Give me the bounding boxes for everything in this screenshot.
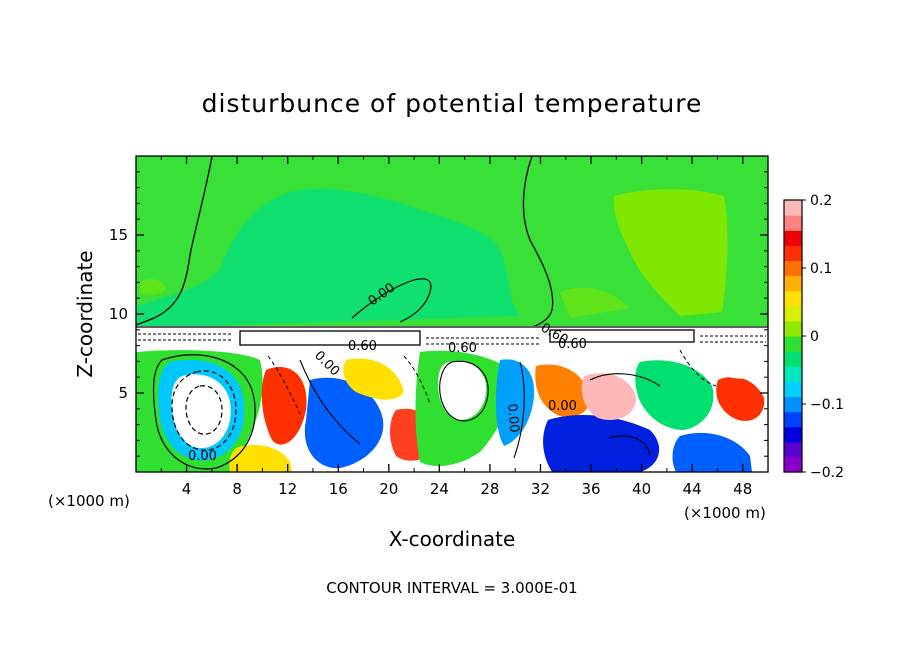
y-tick-label: 10 xyxy=(109,305,128,323)
x-axis: 4 8 12 16 20 24 28 32 36 40 44 48 xyxy=(160,156,752,498)
contour-label: 0.60 xyxy=(448,341,477,356)
turbulent-cell xyxy=(304,377,384,469)
x-tick-label: 4 xyxy=(182,480,192,498)
upper-warm-region xyxy=(140,279,166,295)
turbulent-cell xyxy=(543,415,660,472)
zero-contour xyxy=(351,278,432,323)
turbulent-cell xyxy=(696,348,766,379)
inversion-box xyxy=(549,329,695,343)
colorbar-segment xyxy=(784,305,802,322)
turbulent-cell xyxy=(535,364,591,418)
x-tick-label: 8 xyxy=(232,480,242,498)
colorbar-segment xyxy=(784,396,802,413)
turbulent-cell xyxy=(229,444,292,472)
colorbar-segment xyxy=(784,275,802,292)
upper-warm-region xyxy=(613,189,728,316)
x-tick-label: 16 xyxy=(329,480,348,498)
x-tick-label: 28 xyxy=(480,480,499,498)
x-tick-label: 32 xyxy=(531,480,550,498)
y-tick-label: 5 xyxy=(118,384,128,402)
colorbar-segment xyxy=(784,215,802,231)
contour-interval-footer: CONTOUR INTERVAL = 3.000E-01 xyxy=(326,579,577,597)
turbulent-cell xyxy=(716,376,765,421)
turbulent-cell xyxy=(495,359,535,446)
vortex-contour xyxy=(185,385,223,435)
colorbar-segment xyxy=(784,411,802,428)
contour-label: 0.00 xyxy=(548,399,577,414)
inversion-box xyxy=(239,330,421,346)
colorbar-segment xyxy=(784,366,802,382)
colorbar-segment xyxy=(784,260,802,277)
contour-label: 0.60 xyxy=(348,339,377,354)
vortex-contour xyxy=(299,359,661,459)
colorbar-tick-label: 0 xyxy=(810,329,819,345)
vortex-contour xyxy=(267,349,717,415)
colorbar-tick-label: 0.1 xyxy=(810,261,832,277)
colorbar-segment xyxy=(784,381,802,398)
y-tick-label: 15 xyxy=(109,226,128,244)
turbulent-cell xyxy=(438,360,487,420)
colorbar-segment xyxy=(784,290,802,307)
vortex-contour xyxy=(171,370,237,451)
chart-title: disturbunce of potential temperature xyxy=(202,89,703,118)
upper-warm-region xyxy=(560,287,630,318)
turbulent-cell xyxy=(261,367,307,445)
vortex-contour xyxy=(439,360,489,422)
x-tick-label: 40 xyxy=(632,480,651,498)
x-axis-label: X-coordinate xyxy=(389,527,516,551)
y-axis-label: Z-coordinate xyxy=(73,250,97,377)
plot-area xyxy=(136,156,768,472)
colorbar-segment xyxy=(784,426,802,443)
colorbar: 0.2 0.1 0 −0.1 −0.2 xyxy=(783,193,844,481)
upper-cool-region xyxy=(300,291,400,322)
colorbar-segment xyxy=(784,200,802,216)
colorbar-tick-label: −0.2 xyxy=(810,465,844,481)
x-tick-label: 36 xyxy=(581,480,600,498)
x-tick-label: 24 xyxy=(430,480,449,498)
x-axis-unit-left: (×1000 m) xyxy=(48,492,130,510)
zero-contour xyxy=(136,156,213,326)
zero-contour xyxy=(522,156,554,329)
turbulent-cell xyxy=(672,432,752,472)
contour-label: 0.00 xyxy=(188,449,217,464)
colorbar-segment xyxy=(784,245,802,262)
colorbar-segment xyxy=(784,230,802,246)
turbulent-cell xyxy=(581,373,636,420)
colorbar-tick-label: 0.2 xyxy=(810,193,832,209)
x-tick-label: 48 xyxy=(733,480,752,498)
inversion-contour xyxy=(138,333,766,345)
x-tick-label: 20 xyxy=(379,480,398,498)
turbulent-cell xyxy=(635,360,714,430)
colorbar-segment xyxy=(784,320,802,337)
x-tick-label: 12 xyxy=(278,480,297,498)
contour-label: 0.00 xyxy=(504,403,521,433)
upper-cool-region xyxy=(136,188,520,328)
colorbar-tick-label: −0.1 xyxy=(810,397,844,413)
colorbar-segment xyxy=(784,351,802,367)
turbulent-cell xyxy=(343,358,404,400)
colorbar-segment xyxy=(784,456,802,473)
colorbar-segment xyxy=(784,336,802,352)
x-axis-unit-right: (×1000 m) xyxy=(684,504,766,522)
x-tick-label: 44 xyxy=(683,480,702,498)
vortex-contour xyxy=(152,354,256,470)
turbulent-cell xyxy=(171,374,231,449)
y-axis: 5 10 15 xyxy=(109,171,768,457)
colorbar-segment xyxy=(784,441,802,458)
contour-label: 0.60 xyxy=(558,337,587,352)
